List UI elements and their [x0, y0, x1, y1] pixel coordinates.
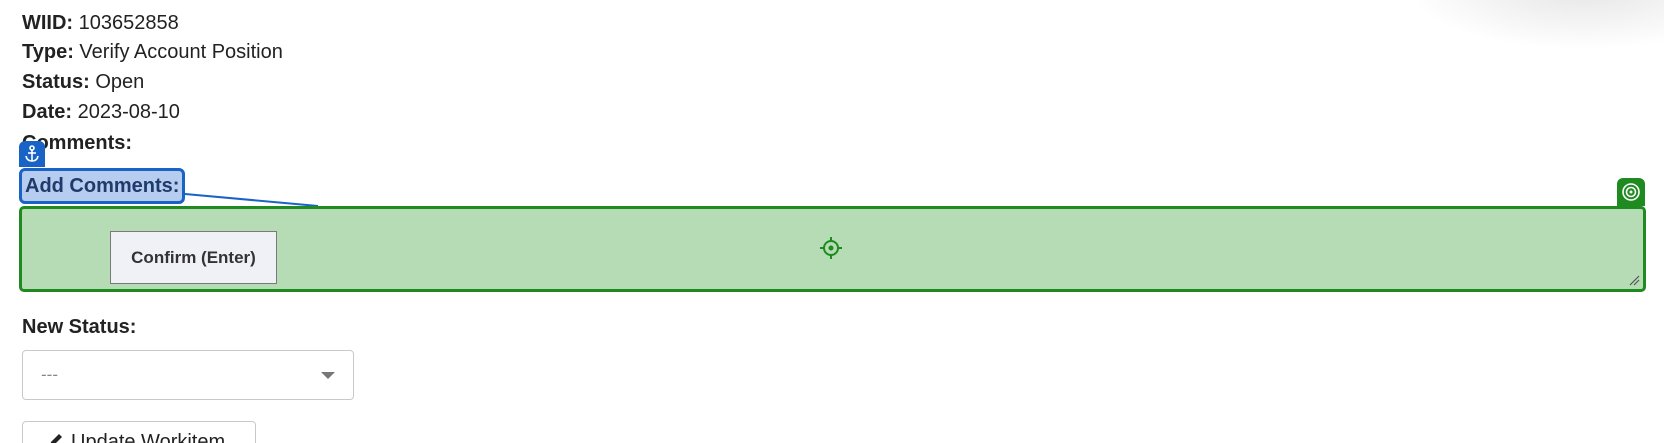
- wiid-row: WIID: 103652858: [22, 11, 179, 35]
- chevron-down-icon: [321, 372, 335, 379]
- resize-handle-icon[interactable]: [1628, 274, 1640, 286]
- type-row: Type: Verify Account Position: [22, 40, 283, 64]
- status-row: Status: Open: [22, 70, 144, 94]
- update-workitem-button[interactable]: Update Workitem: [22, 421, 256, 443]
- corner-shadow: [1404, 0, 1664, 50]
- type-value: Verify Account Position: [79, 41, 283, 63]
- add-comments-label: Add Comments:: [25, 174, 180, 197]
- anchor-icon: [19, 141, 45, 167]
- date-value: 2023-08-10: [77, 101, 180, 123]
- comments-label: Comments:: [22, 132, 133, 154]
- target-icon: [1617, 178, 1645, 206]
- type-label: Type:: [22, 41, 74, 63]
- pencil-icon: [50, 434, 62, 443]
- status-value: Open: [95, 71, 145, 93]
- update-workitem-label: Update Workitem: [71, 431, 226, 443]
- date-label: Date:: [22, 101, 73, 123]
- add-comments-label-box: Add Comments:: [19, 168, 186, 204]
- wiid-label: WIID:: [22, 12, 74, 34]
- new-status-selected-value: ---: [41, 365, 58, 384]
- status-label: Status:: [22, 71, 90, 93]
- wiid-value: 103652858: [78, 12, 179, 34]
- date-row: Date: 2023-08-10: [22, 100, 180, 124]
- confirm-button[interactable]: Confirm (Enter): [110, 231, 277, 284]
- new-status-select[interactable]: ---: [22, 350, 354, 400]
- new-status-label: New Status:: [22, 316, 137, 338]
- crosshair-icon: [820, 237, 842, 259]
- comments-row: Comments:: [22, 131, 132, 155]
